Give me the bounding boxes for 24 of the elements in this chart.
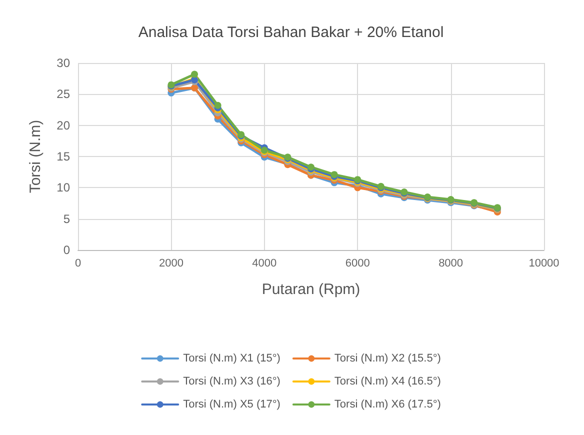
y-tick-label: 25: [56, 87, 70, 102]
legend-label: Torsi (N.m) X6 (17.5°): [334, 398, 441, 410]
x-tick-label: 8000: [438, 258, 464, 270]
x-tick-label: 10000: [528, 258, 560, 270]
y-tick-label: 0: [63, 243, 70, 257]
y-tick-label: 30: [56, 56, 70, 70]
y-axis-title: Torsi (N.m): [27, 120, 44, 194]
x-tick-label: 2000: [158, 258, 184, 270]
y-tick-label: 15: [56, 150, 70, 164]
y-tick-label: 5: [63, 212, 70, 226]
x-tick-label: 0: [74, 258, 82, 270]
point: [214, 102, 222, 109]
legend-label: Torsi (N.m) X2 (15.5°): [334, 352, 441, 364]
legend-label: Torsi (N.m) X1 (15°): [183, 352, 280, 364]
legend-label: Torsi (N.m) X3 (16°): [183, 376, 280, 388]
x-axis-title: Putaran (Rpm): [262, 281, 360, 298]
legend-label: Torsi (N.m) X5 (17°): [183, 398, 280, 410]
legend-label: Torsi (N.m) X4 (16.5°): [334, 376, 441, 388]
chart-title: Analisa Data Torsi Bahan Bakar + 20% Etanol: [138, 24, 444, 41]
x-tick-label: 6000: [345, 258, 370, 270]
point: [191, 70, 198, 78]
y-tick-label: 10: [56, 180, 70, 195]
x-tick-label: 4000: [252, 258, 277, 270]
y-tick-label: 20: [56, 118, 70, 132]
